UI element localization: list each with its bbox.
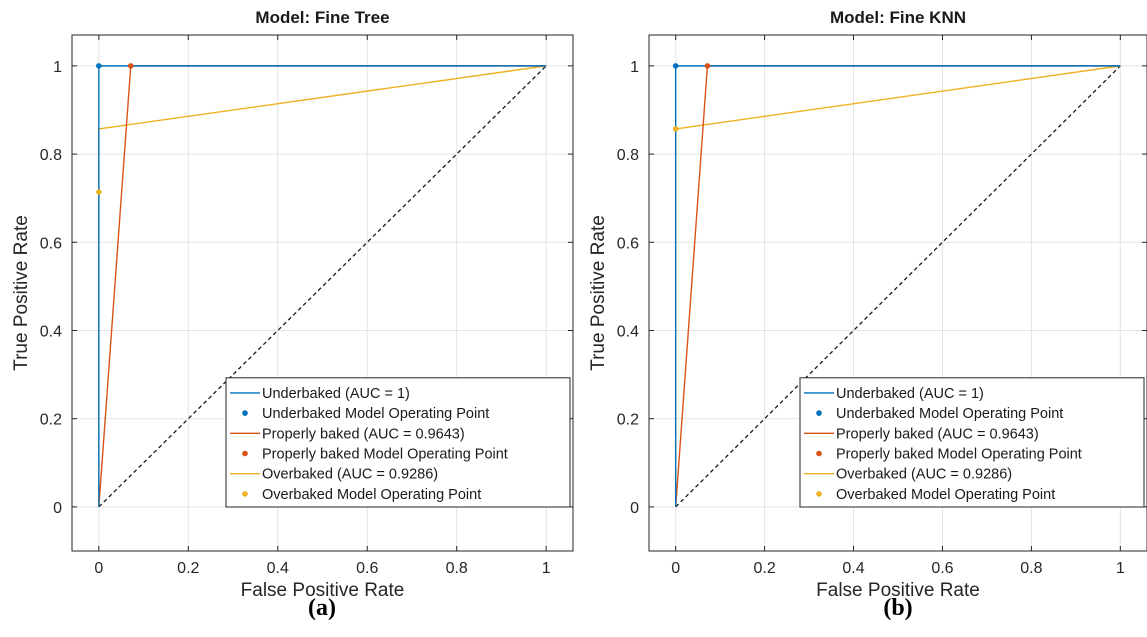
x-tick-label: 0.2 [753,560,775,577]
legend-entry: Underbaked Model Operating Point [836,406,1063,422]
x-axis-label: False Positive Rate [241,580,405,601]
legend: Underbaked (AUC = 1) Underbaked Model Ope… [225,377,571,508]
legend-swatch-point [242,450,248,457]
operating-point-5 [96,189,102,195]
axes-box [71,34,574,552]
x-tick-label: 0.6 [931,560,953,577]
legend-swatch-point [816,491,822,497]
y-tick-label: 0.6 [617,235,639,252]
x-tick-label: 1 [1116,560,1125,577]
figure-caption: (b) [883,595,912,621]
operating-point-3 [127,63,134,69]
operating-point-1 [96,63,102,69]
legend-entry: Overbaked (AUC = 0.9286) [836,467,1012,483]
figure-caption: (a) [308,595,336,621]
y-tick-label: 0.4 [617,323,639,340]
y-tick-label: 0 [630,500,639,517]
legend-entry: Underbaked Model Operating Point [262,406,489,422]
legend-entry: Properly baked Model Operating Point [262,447,508,463]
x-tick-label: 0.8 [1020,560,1042,577]
y-tick-label: 0.2 [40,412,62,429]
legend-swatch-point [816,450,822,457]
x-tick-label: 0 [671,560,680,577]
y-tick-label: 1 [630,59,639,76]
operating-point-3 [704,63,711,69]
y-tick-label: 0.2 [617,412,639,429]
y-tick-label: 0.6 [40,235,62,252]
legend-entry: Underbaked (AUC = 1) [262,386,410,402]
x-axis-label: False Positive Rate [816,580,980,601]
legend-entry: Overbaked (AUC = 0.9286) [262,467,438,483]
legend-box [225,377,571,508]
y-tick-label: 0.8 [40,147,62,164]
operating-point-5 [672,126,679,132]
reference-diagonal-line [675,65,1121,508]
legend-entry: Properly baked Model Operating Point [836,447,1082,463]
legend-entry: Overbaked Model Operating Point [836,487,1055,503]
x-tick-label: 0.4 [842,560,864,577]
legend-entry: Properly baked (AUC = 0.9643) [262,426,465,442]
y-tick-label: 1 [53,59,62,76]
legend-swatch-point [242,410,248,416]
legend-swatch-point [816,410,822,416]
x-tick-label: 0 [94,560,103,577]
legend: Underbaked (AUC = 1) Underbaked Model Ope… [799,377,1145,508]
y-tick-label: 0 [53,500,62,517]
legend-entry: Properly baked (AUC = 0.9643) [836,426,1039,442]
chart-panel-1: 0 0.2 0.4 0.6 0.8 1 0 0.2 0.4 0.6 0.8 1 Model: Fine … [588,8,1147,621]
chart-panel-0: 0 0.2 0.4 0.6 0.8 1 0 0.2 0.4 0.6 0.8 1 Model: Fine … [11,8,574,621]
x-tick-label: 1 [542,560,551,577]
axes-box [648,34,1147,552]
legend-swatch-point [242,491,248,497]
y-axis-label: True Positive Rate [11,215,32,371]
x-tick-label: 0.2 [177,560,199,577]
legend-box [799,377,1145,508]
y-tick-label: 0.4 [40,323,62,340]
y-axis-label: True Positive Rate [588,215,609,371]
x-tick-label: 0.6 [356,560,378,577]
operating-point-1 [672,63,679,69]
chart-title: Model: Fine Tree [255,8,389,27]
y-tick-label: 0.8 [617,147,639,164]
x-tick-label: 0.4 [267,560,289,577]
legend-entry: Underbaked (AUC = 1) [836,386,984,402]
chart-title: Model: Fine KNN [830,8,966,27]
legend-entry: Overbaked Model Operating Point [262,487,481,503]
x-tick-label: 0.8 [446,560,468,577]
